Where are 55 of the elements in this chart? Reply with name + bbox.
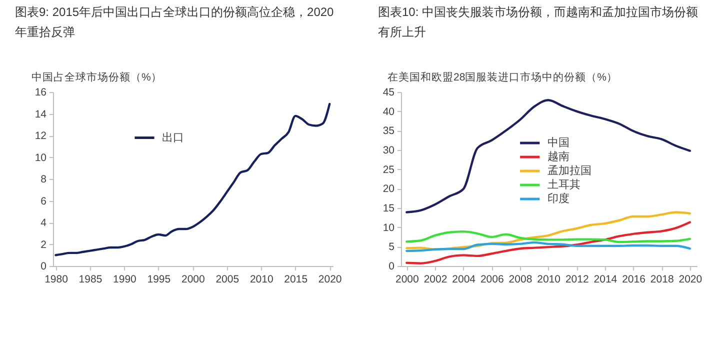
y-tick-label: 6 xyxy=(40,195,47,208)
y-tick-label: 30 xyxy=(382,144,395,156)
line-series xyxy=(406,221,692,264)
y-tick-label: 12 xyxy=(34,130,47,142)
line-series xyxy=(406,241,692,252)
x-tick-label: 1980 xyxy=(44,274,68,286)
x-tick-label: 2014 xyxy=(594,274,618,286)
x-tick-label: 2016 xyxy=(622,274,646,286)
line-series xyxy=(406,211,692,250)
chart-title: 图表9: 2015年后中国出口占全球出口的份额高位企稳，2020年重拾反弹 xyxy=(15,5,334,39)
y-tick-label: 4 xyxy=(40,217,47,229)
x-tick-label: 2000 xyxy=(181,274,205,286)
y-tick-label: 2 xyxy=(40,238,47,251)
x-tick-label: 2000 xyxy=(395,274,420,286)
y-tick-label: 15 xyxy=(382,202,395,214)
y-tick-label: 8 xyxy=(40,174,47,186)
y-tick-label: 16 xyxy=(34,86,47,98)
line-series xyxy=(406,99,692,214)
x-tick-label: 2020 xyxy=(318,274,342,286)
legend-label: 中国 xyxy=(547,136,570,149)
x-tick-label: 2006 xyxy=(480,274,504,286)
x-tick-label: 2008 xyxy=(508,274,532,286)
x-tick-label: 1995 xyxy=(147,274,171,286)
y-tick-label: 0 xyxy=(40,260,47,272)
x-tick-label: 2005 xyxy=(216,274,240,286)
x-tick-label: 1990 xyxy=(113,274,137,286)
y-tick-label: 35 xyxy=(382,125,395,138)
y-tick-label: 5 xyxy=(388,241,395,254)
x-tick-label: 2002 xyxy=(424,274,448,286)
y-tick-label: 45 xyxy=(382,86,395,98)
x-tick-label: 2018 xyxy=(650,274,674,286)
y-axis-title: 在美国和欧盟28国服装进口市场中的份额（%） xyxy=(388,70,618,84)
legend-label: 土耳其 xyxy=(547,178,580,191)
x-tick-label: 1985 xyxy=(78,274,102,286)
y-tick-label: 25 xyxy=(382,164,395,176)
chart-title: 图表10: 中国丧失服装市场份额，而越南和孟加拉国市场份额有所上升 xyxy=(378,5,698,39)
y-tick-label: 40 xyxy=(382,106,395,118)
y-tick-label: 10 xyxy=(34,152,47,164)
x-tick-label: 2015 xyxy=(284,274,308,286)
y-tick-label: 0 xyxy=(388,260,395,272)
legend-label: 印度 xyxy=(547,192,570,205)
legend-label: 越南 xyxy=(547,150,570,163)
x-tick-label: 2004 xyxy=(452,274,476,286)
legend-label: 孟加拉国 xyxy=(547,164,592,177)
x-tick-label: 2010 xyxy=(537,274,561,286)
x-tick-label: 2010 xyxy=(250,274,274,286)
x-tick-label: 2020 xyxy=(678,274,702,286)
x-tick-label: 2012 xyxy=(565,274,589,286)
y-tick-label: 14 xyxy=(34,108,47,120)
line-series xyxy=(54,102,331,256)
y-tick-label: 20 xyxy=(382,183,395,196)
line-series xyxy=(406,230,692,244)
y-tick-label: 10 xyxy=(382,222,395,234)
legend-label: 出口 xyxy=(162,130,184,144)
y-axis-title: 中国占全球市场份额（%） xyxy=(32,70,162,84)
